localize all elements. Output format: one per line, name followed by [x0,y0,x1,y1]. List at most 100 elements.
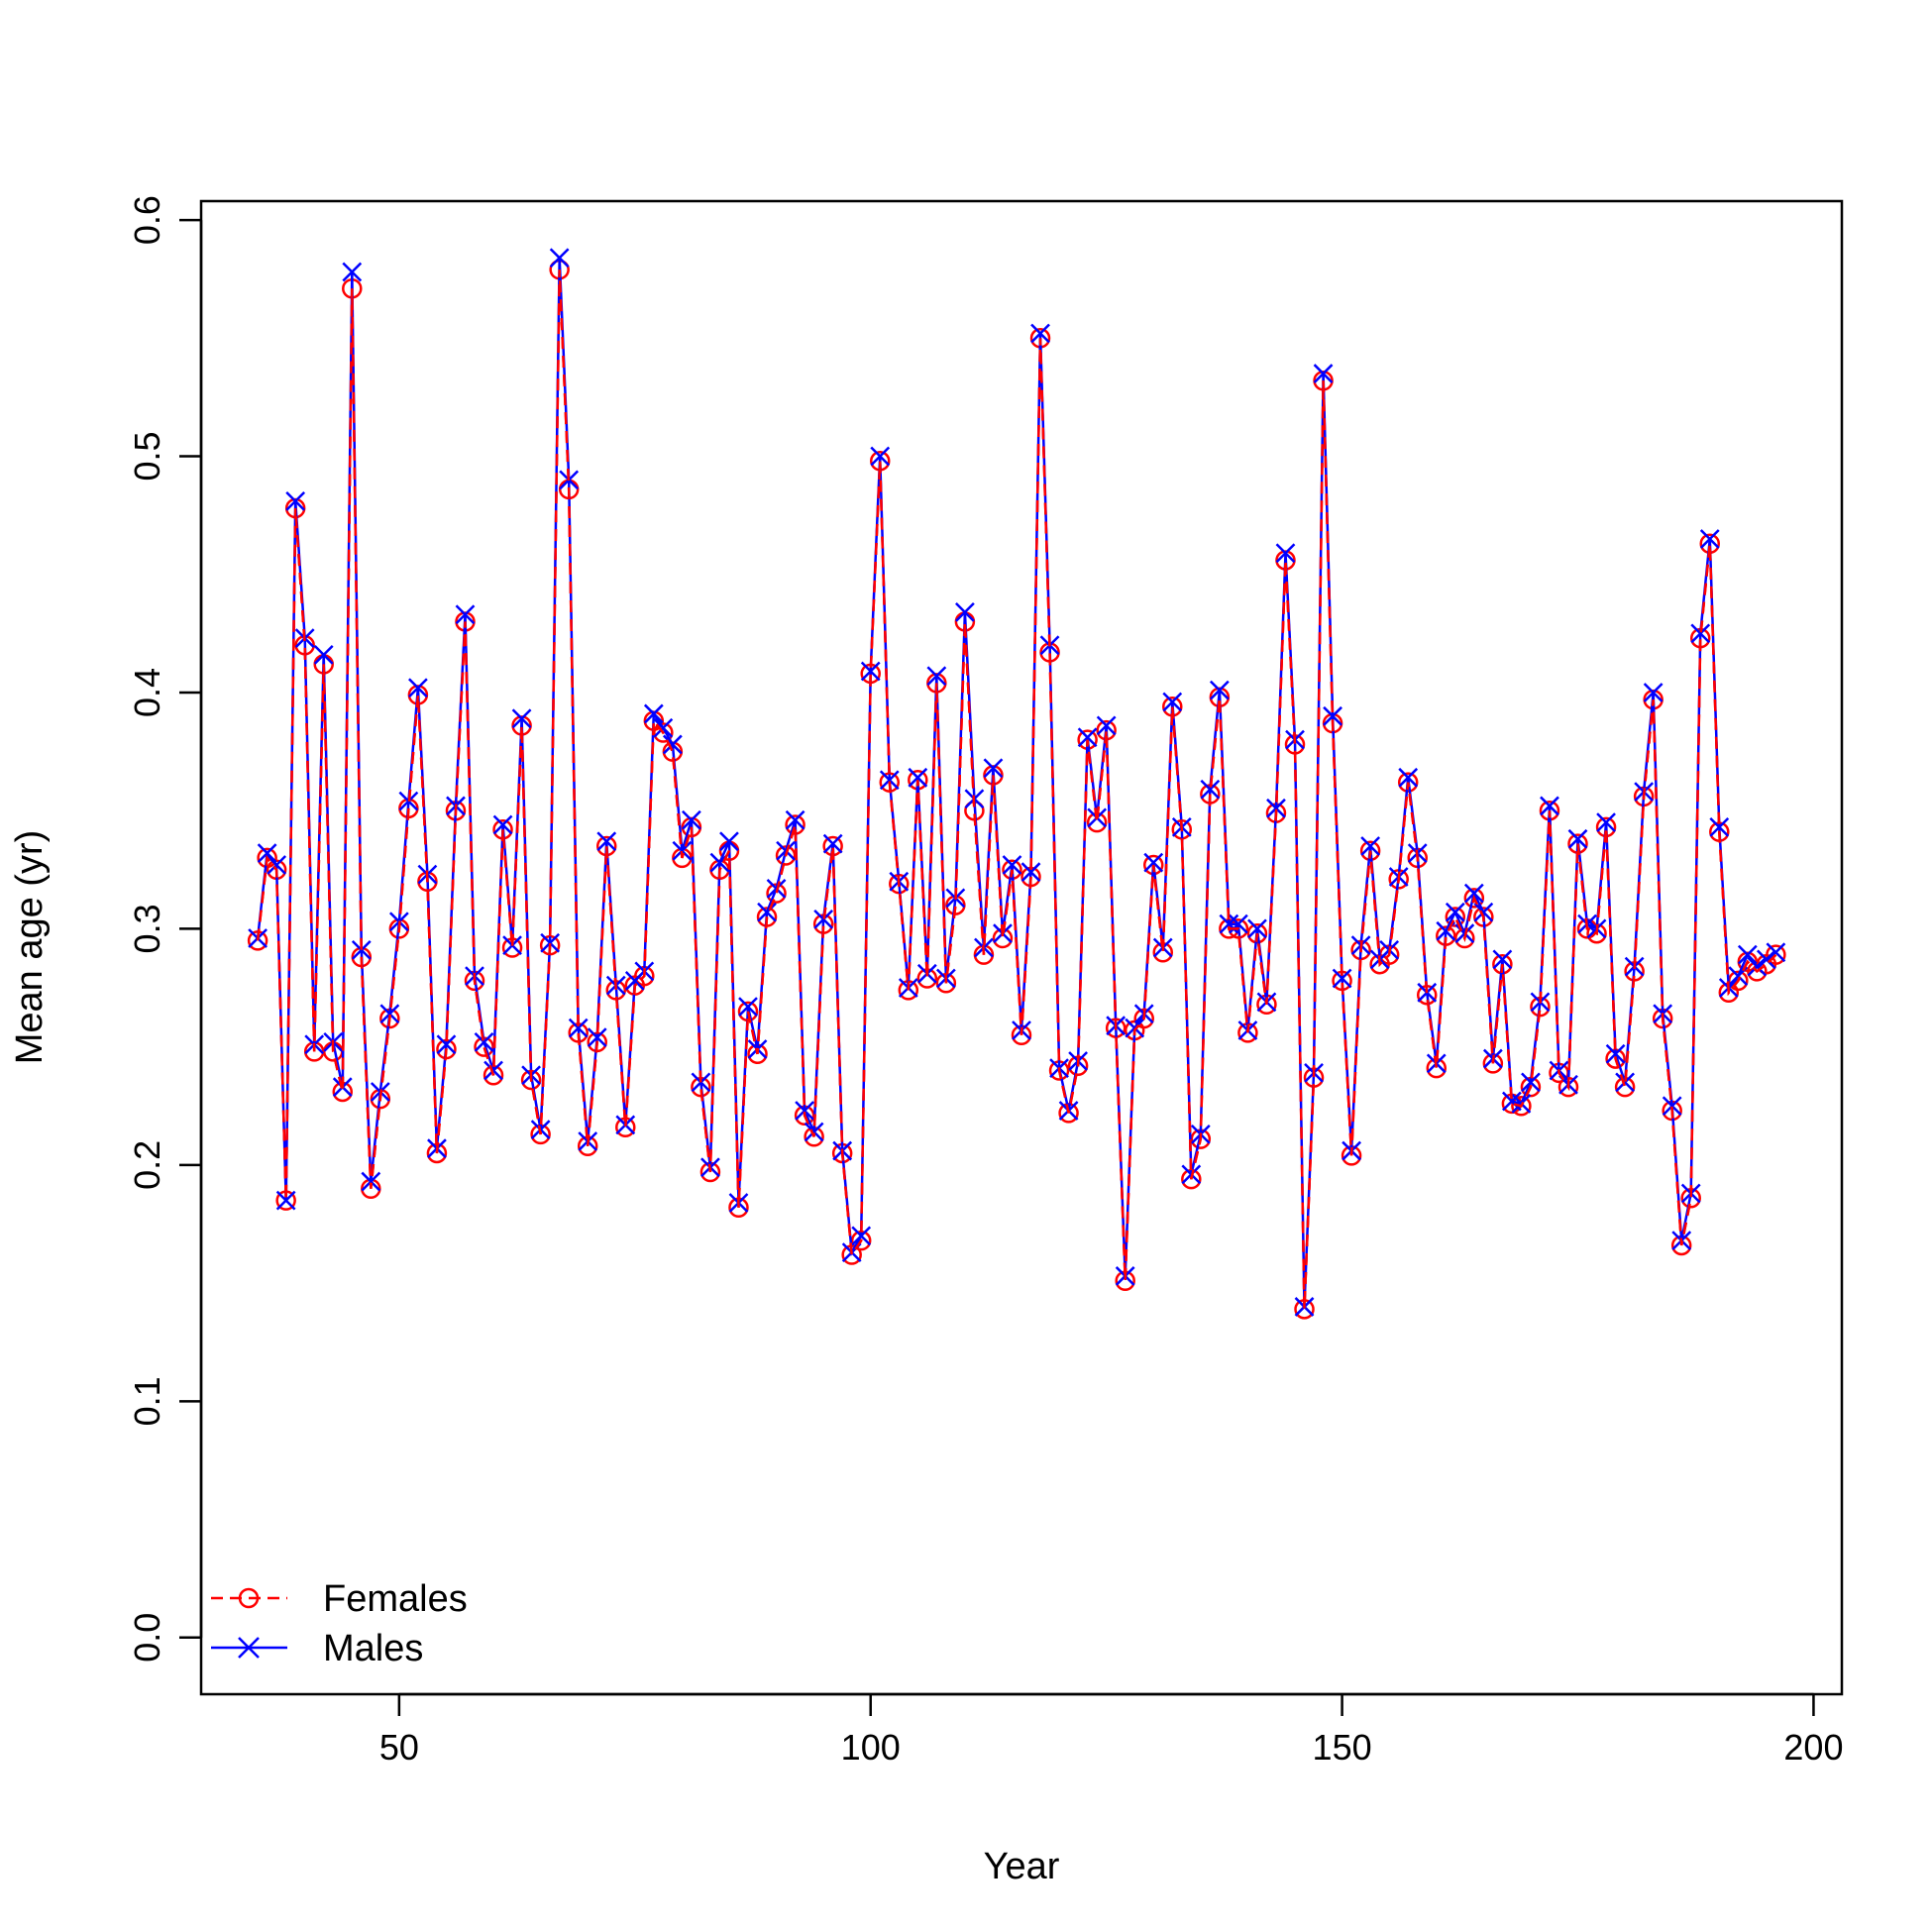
point-males [1313,364,1334,383]
point-males [1747,956,1768,977]
x-tick-label: 200 [1783,1727,1843,1768]
point-females [1445,907,1466,927]
point-males [587,1027,607,1047]
legend-marker-males [238,1637,260,1659]
point-males [379,1004,400,1024]
point-males [879,770,900,791]
point-males [1125,1018,1145,1038]
point-males [596,831,617,852]
point-males [822,833,843,854]
point-males [1492,949,1513,970]
point-males [1209,680,1230,700]
point-males [719,831,739,852]
point-males [1766,942,1786,963]
point-males [1096,715,1117,736]
point-females [1246,922,1268,944]
y-tick-label: 0.0 [127,1613,167,1663]
point-males [757,902,777,922]
y-tick-label: 0.6 [127,195,167,245]
point-males [860,661,881,682]
point-males [851,1226,872,1246]
point-males [1709,817,1730,837]
point-males [1737,944,1758,965]
point-males [474,1031,494,1052]
point-males [342,262,363,282]
point-males [1200,779,1221,800]
y-tick-label: 0.3 [127,904,167,953]
point-males [926,666,947,687]
point-males [1030,323,1050,344]
point-males [1605,1043,1626,1064]
point-males [408,678,428,698]
point-males [776,840,796,861]
point-males [455,604,476,625]
y-axis-label: Mean age (yr) [9,830,51,1065]
point-males [643,703,664,724]
point-males [1247,918,1267,939]
point-males [1002,855,1022,875]
point-males [1229,913,1248,934]
legend: Females Males [211,1578,468,1669]
point-males [1756,949,1776,970]
point-males [1643,683,1664,702]
point-males [1266,798,1286,818]
point-females [1463,888,1485,909]
y-tick-label: 0.2 [127,1140,167,1190]
x-tick-label: 100 [841,1727,901,1768]
point-females [1766,944,1786,965]
y-axis: 0.0 0.1 0.2 0.3 0.4 0.5 0.6 [127,195,203,1663]
point-males [267,855,287,875]
point-males [1596,812,1616,833]
point-males [870,446,891,467]
point-males [511,708,532,729]
point-males [662,734,683,755]
point-males [1398,767,1419,788]
point-males [257,843,277,864]
point-males [540,932,561,953]
series-layer [247,248,1786,1320]
point-males [1521,1072,1541,1093]
point-females [1511,1096,1532,1117]
point-males [568,1018,589,1038]
legend-marker-females [238,1587,260,1609]
x-axis-label: Year [984,1846,1060,1887]
point-males [908,767,928,788]
point-males [1162,692,1183,712]
point-males [955,602,975,622]
point-males [682,809,701,830]
point-males [1463,883,1484,904]
point-males [313,644,334,665]
point-males [653,717,674,738]
point-males [1275,543,1296,564]
point-males [483,1060,503,1081]
point-males [1360,836,1381,856]
point-males [813,910,834,929]
x-tick-label: 150 [1313,1727,1372,1768]
point-males [795,1101,814,1121]
point-males [1662,1096,1682,1117]
legend-label-females: Females [323,1578,468,1620]
point-males [1540,796,1559,816]
point-males [738,997,758,1017]
series-line-females-overlay [256,269,1777,1310]
point-males [285,490,306,511]
point-males [804,1122,824,1142]
point-females [775,845,797,866]
point-males [1445,902,1465,922]
point-males [436,1034,457,1055]
point-males [1219,913,1239,934]
point-males [549,248,570,268]
point-males [983,758,1004,779]
point-males [1332,968,1352,989]
point-males [1615,1072,1635,1093]
point-males [672,840,693,861]
point-males [351,940,372,960]
y-tick-label: 0.5 [127,432,167,482]
x-axis: 50 100 150 200 [379,1692,1843,1768]
point-males [492,814,513,835]
point-males [691,1072,711,1093]
point-males [1020,862,1041,883]
point-females [1397,772,1419,793]
